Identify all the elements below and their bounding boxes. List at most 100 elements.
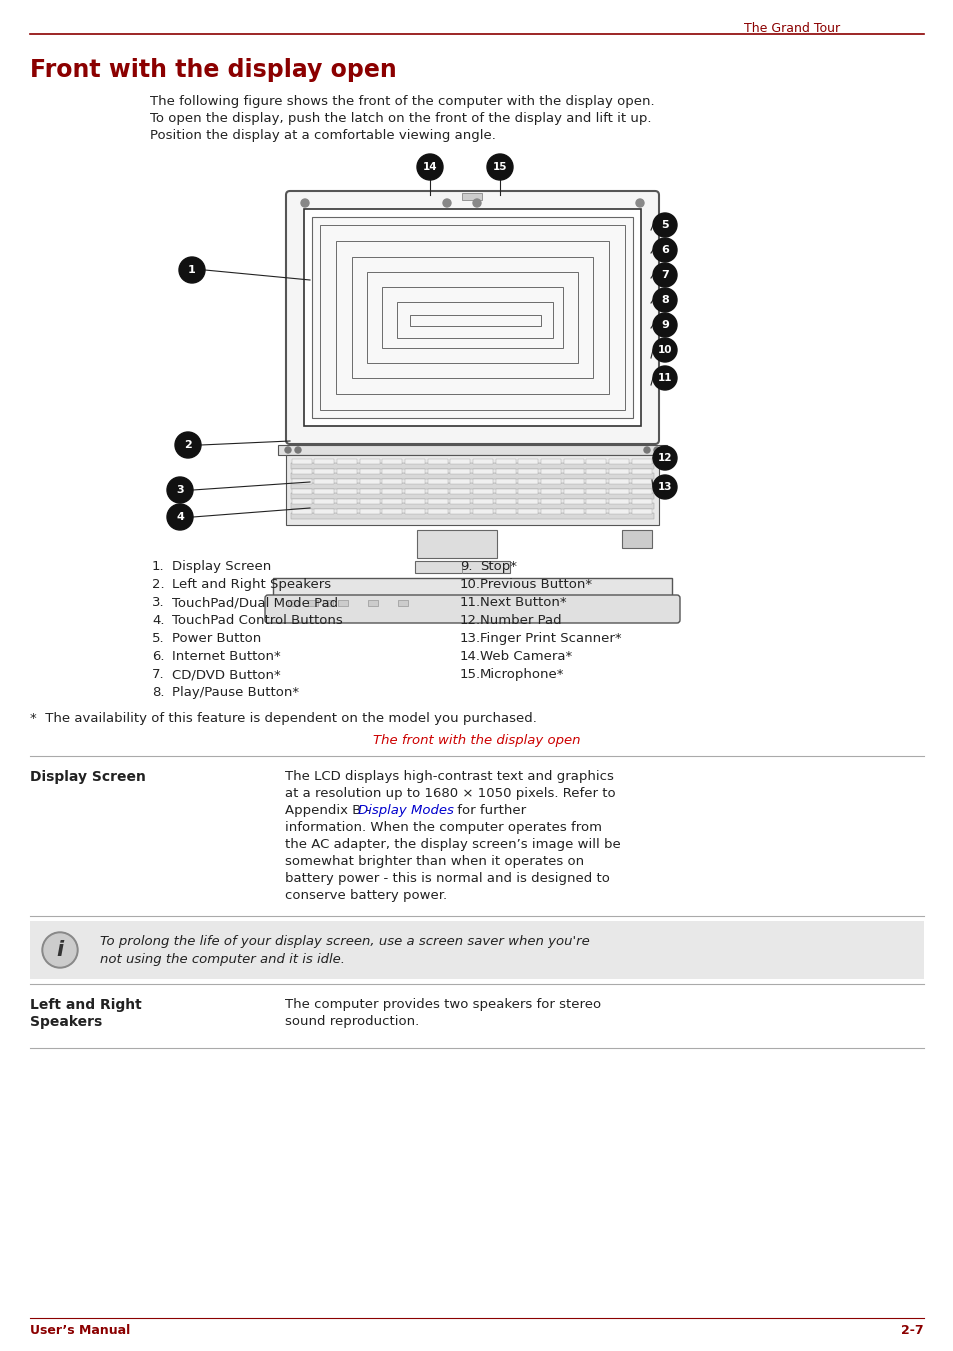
Text: 7: 7 [660,270,668,280]
Text: The following figure shows the front of the computer with the display open.: The following figure shows the front of … [150,95,654,108]
Text: TouchPad Control Buttons: TouchPad Control Buttons [172,613,342,627]
Bar [381,459,401,463]
Text: 12: 12 [657,453,672,463]
Bar [428,509,448,513]
Text: Microphone*: Microphone* [479,667,564,681]
Text: Display Screen: Display Screen [172,561,271,573]
Bar [381,286,562,349]
Bar [517,480,537,484]
Bar [405,459,424,463]
Bar [517,499,537,504]
Text: To open the display, push the latch on the front of the display and lift it up.: To open the display, push the latch on t… [150,112,651,126]
Text: information. When the computer operates from: information. When the computer operates … [285,821,601,834]
Bar [540,509,560,513]
Bar [291,513,654,519]
Bar [540,469,560,474]
Bar [336,480,356,484]
Text: User’s Manual: User’s Manual [30,1324,131,1337]
Bar [428,469,448,474]
Circle shape [652,238,677,262]
Text: 3.: 3. [152,596,165,609]
Text: 8: 8 [660,295,668,305]
Text: 10.: 10. [459,578,480,590]
Bar [540,489,560,494]
Circle shape [473,199,480,207]
Text: Play/Pause Button*: Play/Pause Button* [172,686,299,698]
Bar [496,489,516,494]
Bar [428,480,448,484]
Bar [314,469,334,474]
Bar [473,480,493,484]
Bar [314,509,334,513]
Bar [585,499,605,504]
Circle shape [301,199,309,207]
Bar [359,469,379,474]
Bar [473,509,493,513]
Text: 8.: 8. [152,686,164,698]
Circle shape [44,934,76,966]
Bar [450,459,470,463]
Circle shape [652,263,677,286]
Text: Left and Right: Left and Right [30,998,142,1012]
Text: not using the computer and it is idle.: not using the computer and it is idle. [100,952,345,966]
Text: Previous Button*: Previous Button* [479,578,592,590]
Text: 2-7: 2-7 [901,1324,923,1337]
Text: 3: 3 [176,485,184,494]
Bar [405,499,424,504]
Bar [277,444,666,455]
FancyBboxPatch shape [286,190,659,444]
Bar [450,469,470,474]
Bar [517,509,537,513]
Bar [405,480,424,484]
Circle shape [416,154,442,180]
Text: 12.: 12. [459,613,480,627]
Text: 4.: 4. [152,613,164,627]
Bar [608,459,628,463]
Bar [621,530,651,549]
Bar [563,489,583,494]
Bar [585,459,605,463]
Text: 5: 5 [660,220,668,230]
Bar [292,489,312,494]
Bar [291,473,654,480]
Text: Display Screen: Display Screen [30,770,146,784]
Bar [540,480,560,484]
Text: conserve battery power.: conserve battery power. [285,889,447,902]
Text: Next Button*: Next Button* [479,596,566,609]
Bar [473,499,493,504]
Bar [608,499,628,504]
Text: 6: 6 [660,245,668,255]
Text: Power Button: Power Button [172,632,261,644]
Text: 9.: 9. [459,561,472,573]
Circle shape [167,504,193,530]
Bar [292,480,312,484]
Bar [496,509,516,513]
Text: TouchPad/Dual Mode Pad: TouchPad/Dual Mode Pad [172,596,337,609]
Circle shape [652,366,677,390]
Circle shape [652,338,677,362]
Bar [585,469,605,474]
Text: 11: 11 [657,373,672,382]
Bar [428,489,448,494]
Bar [631,480,651,484]
Bar [359,489,379,494]
Text: 7.: 7. [152,667,165,681]
Text: battery power - this is normal and is designed to: battery power - this is normal and is de… [285,871,609,885]
Bar [496,480,516,484]
Bar [428,499,448,504]
Text: The computer provides two speakers for stereo: The computer provides two speakers for s… [285,998,600,1011]
Circle shape [486,154,513,180]
Text: The front with the display open: The front with the display open [373,734,580,747]
Text: 10: 10 [657,345,672,355]
Bar [496,499,516,504]
Text: 2: 2 [184,440,192,450]
Bar [450,509,470,513]
Circle shape [652,288,677,312]
Bar [319,226,624,409]
Bar [314,499,334,504]
Text: at a resolution up to 1680 × 1050 pixels. Refer to: at a resolution up to 1680 × 1050 pixels… [285,788,615,800]
Bar [291,493,654,499]
Bar [291,503,654,509]
Text: Display Modes: Display Modes [357,804,454,817]
Bar [631,509,651,513]
